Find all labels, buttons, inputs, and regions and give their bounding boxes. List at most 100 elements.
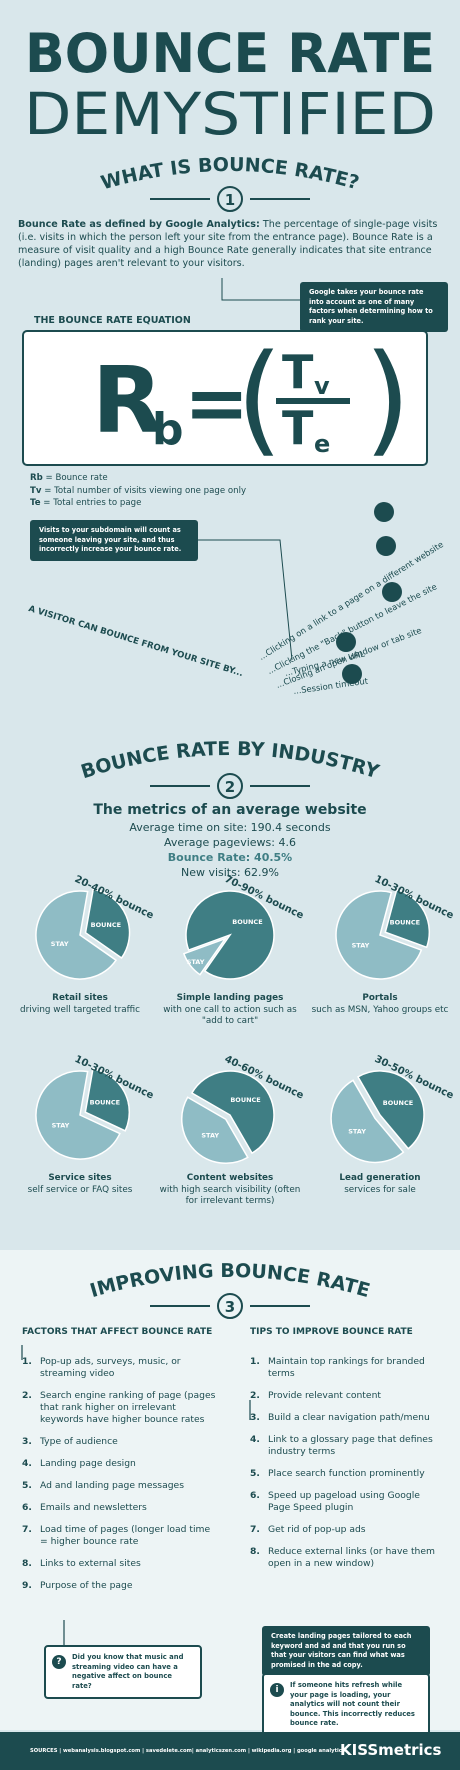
section-number: 3 <box>225 1298 235 1316</box>
list-item: 5. Ad and landing page messages <box>22 1480 217 1492</box>
eq-numerator: T <box>282 345 314 399</box>
list-item: 3. Build a clear navigation path/menu <box>250 1412 445 1424</box>
list-item: 7. Get rid of pop-up ads <box>250 1524 445 1536</box>
item-text: Maintain top rankings for branded terms <box>268 1356 425 1379</box>
pie-description: such as MSN, Yahoo groups etc <box>311 1004 449 1015</box>
section-number: 2 <box>225 778 235 796</box>
metric: Average time on site: 190.4 seconds <box>129 821 331 834</box>
tips-list: 1. Maintain top rankings for branded term… <box>250 1356 445 1580</box>
definition: Bounce Rate as defined by Google Analyti… <box>18 218 442 270</box>
pie-description: driving well targeted traffic <box>20 1004 140 1015</box>
bullet <box>374 502 394 522</box>
pie-stay <box>182 937 228 976</box>
item-text: Speed up pageload using Google Page Spee… <box>268 1490 420 1513</box>
legend-term: Te <box>30 498 41 508</box>
eq-r: R <box>92 347 163 454</box>
pie-bounce <box>384 888 431 949</box>
bullet <box>382 582 402 602</box>
pie-name: Retail sites <box>52 993 108 1003</box>
pie-stay <box>35 1070 121 1160</box>
metrics-title: The metrics of an average website <box>93 802 367 818</box>
brand: KISSmetrics <box>340 1741 442 1759</box>
item-number: 2. <box>250 1390 260 1401</box>
definition-lead: Bounce Rate as defined by Google Analyti… <box>18 219 260 230</box>
number-badge <box>217 773 243 799</box>
list-item: 9. Purpose of the page <box>22 1580 217 1592</box>
factors-list: 1. Pop-up ads, surveys, music, or streami… <box>22 1356 217 1602</box>
eq-equals: = <box>184 359 249 449</box>
legend-text: = Bounce rate <box>42 473 108 483</box>
list-item: 6. Emails and newsletters <box>22 1502 217 1514</box>
pie-bounce <box>84 1068 131 1132</box>
item-text: Ad and landing page messages <box>40 1480 184 1491</box>
callout-text: If someone hits refresh while your page … <box>290 1681 415 1727</box>
factors-callout: ? Did you know that music and streaming … <box>44 1645 202 1699</box>
eq-denominator-sub: e <box>314 430 330 458</box>
pie-name: Content websites <box>186 1173 274 1183</box>
item-number: 1. <box>250 1356 260 1367</box>
fraction-bar <box>276 398 350 404</box>
bullet <box>376 536 396 556</box>
pie-description: services for sale <box>344 1184 416 1195</box>
refresh-callout: i If someone hits refresh while your pag… <box>262 1673 430 1737</box>
connector <box>190 539 293 661</box>
metric: New visits: 62.9% <box>180 866 280 879</box>
pie-stay <box>181 1096 249 1164</box>
pie-bounce <box>190 1070 275 1155</box>
pie-name: Simple landing pages <box>176 993 284 1003</box>
legend-row: Te = Total entries to page <box>30 497 246 510</box>
item-number: 4. <box>22 1458 32 1469</box>
eq-close: ) <box>364 332 411 464</box>
equation: R b = ( ) T v T e <box>92 330 411 469</box>
ways-connectors <box>190 502 402 684</box>
pie-bounce <box>84 888 131 959</box>
pie-name: Portals <box>362 993 398 1003</box>
item-text: Landing page design <box>40 1458 136 1469</box>
tips-heading: TIPS TO IMPROVE BOUNCE RATE <box>250 1327 413 1337</box>
item-text: Links to external sites <box>40 1558 141 1569</box>
bounce-label: BOUNCE <box>91 921 121 929</box>
legend-term: Rb <box>30 473 43 483</box>
pie-caption: Retail sites driving well targeted traffi… <box>5 993 155 1016</box>
list-item: 8. Reduce external links (or have them op… <box>250 1546 445 1570</box>
metrics: The metrics of an average website Averag… <box>0 800 460 880</box>
item-number: 3. <box>22 1436 32 1447</box>
section-heading-text: IMPROVING BOUNCE RATE <box>88 1260 373 1302</box>
pie-caption: Service sites self service or FAQ sites <box>5 1173 155 1196</box>
item-number: 5. <box>250 1468 260 1479</box>
metric: Bounce Rate: 40.5% <box>167 851 293 864</box>
list-item: 8. Links to external sites <box>22 1558 217 1570</box>
pie-stay <box>330 1079 405 1164</box>
pie-description: with high search visibility (often for i… <box>159 1184 301 1207</box>
eq-r-sub: b <box>152 404 184 455</box>
list-item: 6. Speed up pageload using Google Page Sp… <box>250 1490 445 1514</box>
item-number: 5. <box>22 1480 32 1491</box>
list-item: 2. Provide relevant content <box>250 1390 445 1402</box>
bullet <box>336 632 356 652</box>
list-item: 1. Maintain top rankings for branded term… <box>250 1356 445 1380</box>
item-number: 3. <box>250 1412 260 1423</box>
item-number: 8. <box>22 1558 32 1569</box>
pie-caption: Simple landing pages with one call to act… <box>155 993 305 1028</box>
item-number: 1. <box>22 1356 32 1367</box>
eq-denominator: T <box>282 401 314 455</box>
item-text: Place search function prominently <box>268 1468 425 1479</box>
item-text: Reduce external links (or have them open… <box>268 1546 435 1569</box>
pie-description: with one call to action such as "add to … <box>163 1004 297 1027</box>
stay-label: STAY <box>52 1122 70 1130</box>
bounce-label: BOUNCE <box>230 1096 260 1104</box>
definition-text: The percentage of single-page visits (i.… <box>18 219 438 269</box>
list-item: 7. Load time of pages (longer load time =… <box>22 1524 217 1548</box>
item-number: 4. <box>250 1434 260 1445</box>
stay-label: STAY <box>348 1128 366 1136</box>
list-item: 3. Type of audience <box>22 1436 217 1448</box>
bounce-label: BOUNCE <box>383 1099 413 1107</box>
item-number: 6. <box>22 1502 32 1513</box>
item-number: 9. <box>22 1580 32 1591</box>
callout-text: Did you know that music and streaming vi… <box>72 1653 184 1690</box>
item-text: Link to a glossary page that defines ind… <box>268 1434 433 1457</box>
pie-bounce <box>356 1070 425 1150</box>
bullet <box>342 664 362 684</box>
